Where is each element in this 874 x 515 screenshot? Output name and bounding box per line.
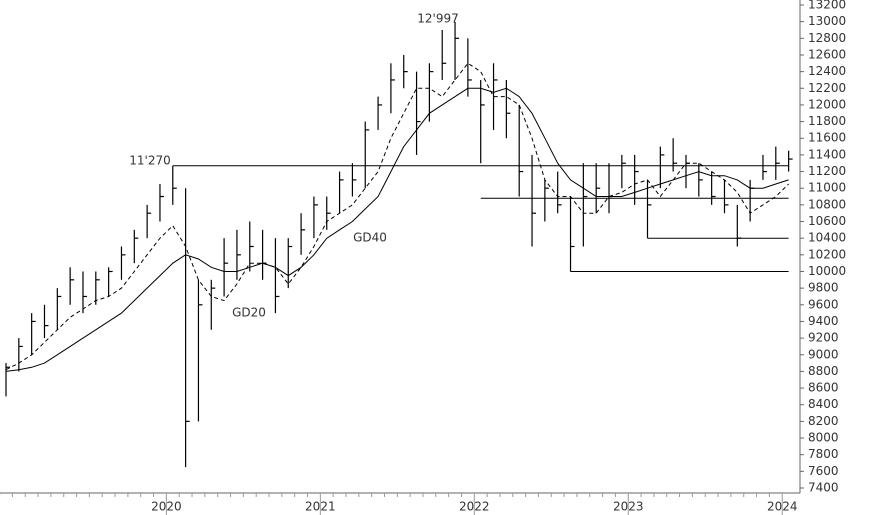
y-tick-label: 12600: [808, 47, 846, 61]
y-tick-label: 11200: [808, 164, 846, 178]
y-tick-label: 9400: [808, 314, 839, 328]
y-tick-label: 12400: [808, 64, 846, 78]
y-tick-label: 8600: [808, 381, 839, 395]
y-tick-label: 12200: [808, 81, 846, 95]
moving-average: [5, 62, 789, 371]
y-tick-label: 8400: [808, 397, 839, 411]
y-tick-label: 8200: [808, 414, 839, 428]
y-tick-label: 11600: [808, 131, 846, 145]
annotation: 12'997: [417, 12, 458, 26]
y-tick-label: 9600: [808, 297, 839, 311]
y-tick-label: 12000: [808, 97, 846, 111]
y-tick-label: 10400: [808, 231, 846, 245]
y-tick-label: 9800: [808, 281, 839, 295]
y-tick-label: 10600: [808, 214, 846, 228]
x-tick-label: 2022: [459, 500, 490, 514]
y-tick-label: 10000: [808, 264, 846, 278]
y-tick-label: 11000: [808, 181, 846, 195]
y-tick-label: 7400: [808, 481, 839, 495]
y-tick-label: 7800: [808, 447, 839, 461]
y-tick-label: 13000: [808, 14, 846, 28]
y-tick-label: 9000: [808, 347, 839, 361]
y-tick-label: 8000: [808, 431, 839, 445]
y-tick-label: 13200: [808, 0, 846, 12]
series-label: GD40: [353, 231, 387, 245]
x-tick-label: 2021: [305, 500, 336, 514]
y-tick-label: 10200: [808, 247, 846, 261]
x-tick-label: 2023: [613, 500, 644, 514]
y-tick-label: 8800: [808, 364, 839, 378]
annotation: 11'270: [129, 154, 170, 168]
y-tick-label: 12800: [808, 31, 846, 45]
moving-average: [5, 87, 789, 372]
y-tick-label: 7600: [808, 464, 839, 478]
y-tick-label: 11800: [808, 114, 846, 128]
series-label: GD20: [232, 306, 266, 320]
y-tick-label: 9200: [808, 331, 839, 345]
y-tick-label: 10800: [808, 197, 846, 211]
y-tick-label: 11400: [808, 147, 846, 161]
x-tick-label: 2020: [151, 500, 182, 514]
x-tick-label: 2024: [767, 500, 798, 514]
